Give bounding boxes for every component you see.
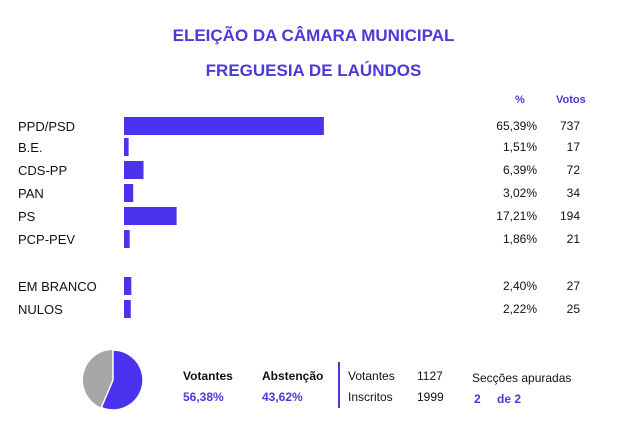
bar: [124, 161, 144, 179]
category-label: PAN: [18, 186, 44, 201]
seccoes-total: de 2: [497, 392, 522, 406]
percent-label: 1,51%: [503, 140, 537, 154]
inscritos-label: Inscritos: [348, 390, 393, 404]
seccoes-done: 2: [474, 392, 481, 406]
percent-label: 2,40%: [503, 279, 537, 293]
chart-subtitle: FREGUESIA DE LAÚNDOS: [205, 61, 422, 80]
votes-label: 21: [567, 232, 581, 246]
percent-label: 65,39%: [496, 119, 537, 133]
votes-label: 72: [567, 163, 581, 177]
category-label: NULOS: [18, 302, 63, 317]
percent-label: 3,02%: [503, 186, 537, 200]
votes-column-header: Votos: [556, 94, 586, 106]
percent-label: 6,39%: [503, 163, 537, 177]
total-votantes-label: Votantes: [348, 369, 395, 383]
category-label: CDS-PP: [18, 163, 67, 178]
bar: [124, 117, 324, 135]
pie-slice-votantes: [100, 349, 144, 411]
category-label: EM BRANCO: [18, 279, 97, 294]
votantes-label: Votantes: [183, 369, 233, 383]
total-votantes-value: 1127: [417, 369, 443, 383]
stats-divider: [338, 362, 340, 408]
category-label: PS: [18, 209, 36, 224]
abstencao-label: Abstenção: [262, 369, 324, 383]
votes-label: 194: [560, 209, 580, 223]
inscritos-value: 1999: [417, 390, 444, 404]
percent-column-header: %: [515, 94, 525, 106]
votes-label: 34: [567, 186, 581, 200]
percent-label: 2,22%: [503, 302, 537, 316]
bar: [124, 300, 131, 318]
category-label: PCP-PEV: [18, 232, 75, 247]
votes-label: 737: [560, 119, 580, 133]
votes-label: 27: [567, 279, 581, 293]
category-label: PPD/PSD: [18, 119, 75, 134]
bar: [124, 230, 130, 248]
percent-label: 17,21%: [496, 209, 537, 223]
chart-title: ELEIÇÃO DA CÂMARA MUNICIPAL: [172, 26, 455, 45]
percent-label: 1,86%: [503, 232, 537, 246]
bar: [124, 138, 129, 156]
votes-label: 25: [567, 302, 581, 316]
bar: [124, 277, 132, 295]
category-label: B.E.: [18, 140, 43, 155]
votantes-percent: 56,38%: [183, 390, 224, 404]
seccoes-label: Secções apuradas: [472, 371, 572, 385]
votes-label: 17: [567, 140, 581, 154]
bar: [124, 184, 134, 202]
abstencao-percent: 43,62%: [262, 390, 303, 404]
bar: [124, 207, 177, 225]
